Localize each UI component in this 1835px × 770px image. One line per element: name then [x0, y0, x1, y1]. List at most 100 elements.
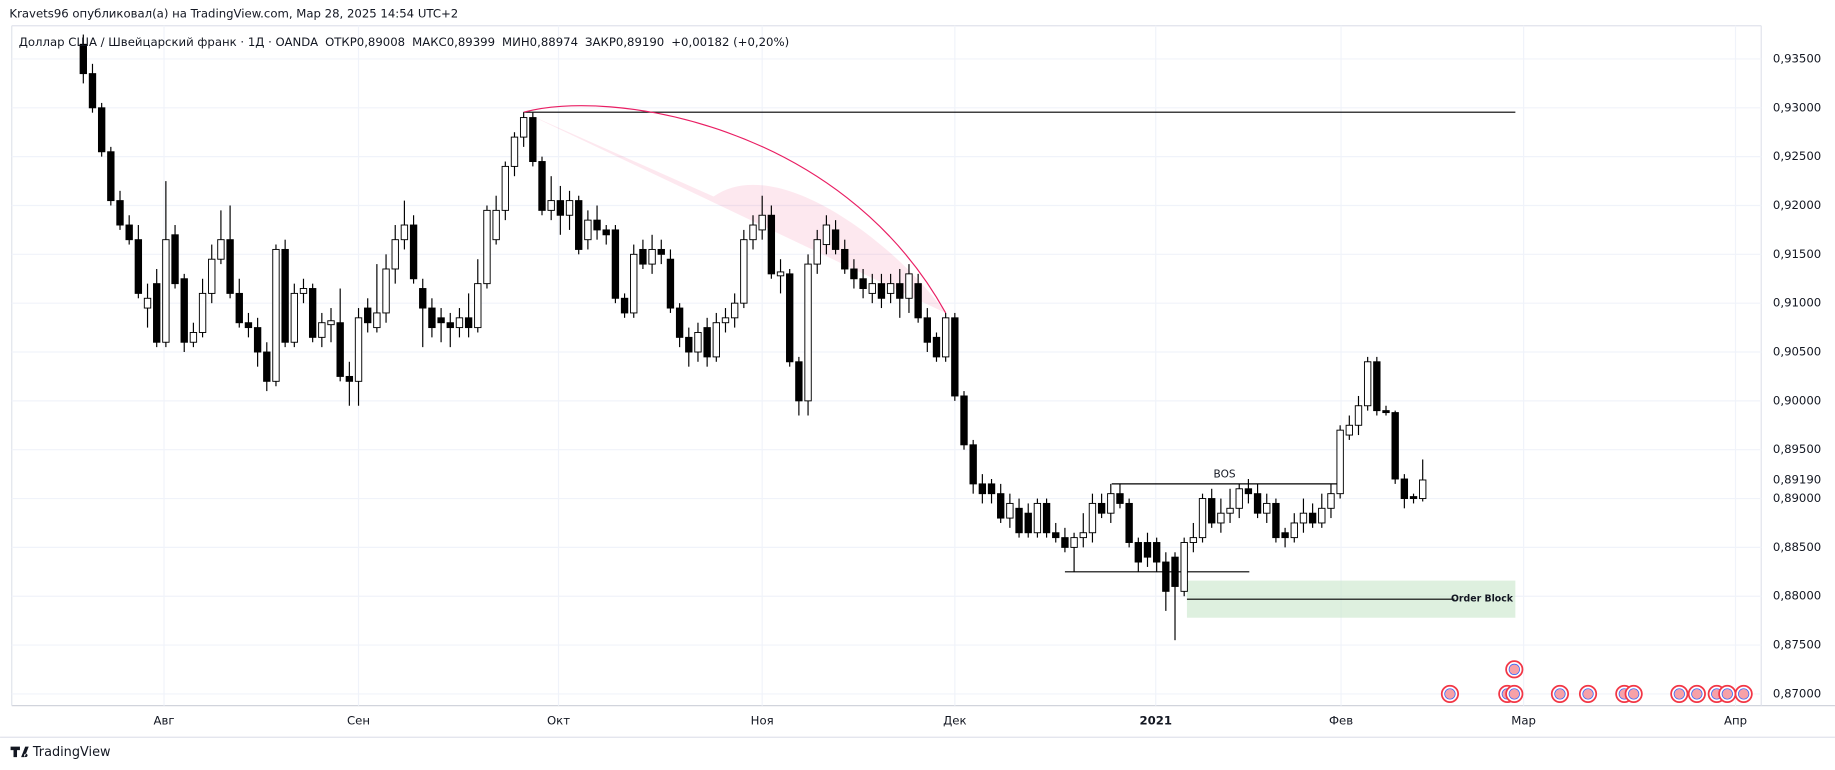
- candle-body: [1363, 361, 1372, 407]
- candle-body: [813, 239, 821, 265]
- candle-body: [1382, 410, 1390, 414]
- candle-body: [1143, 542, 1152, 558]
- candle-body: [547, 200, 555, 211]
- order-block-label: Order Block: [1451, 594, 1514, 605]
- y-tick-label: 0,92000: [1773, 198, 1821, 212]
- candle-body: [1373, 361, 1381, 412]
- legend-value: 0,88974: [530, 35, 578, 49]
- candle-body: [125, 224, 133, 241]
- candle-body: [749, 224, 757, 241]
- candle-body: [162, 239, 170, 343]
- candle-body: [419, 288, 427, 309]
- symbol-legend: Доллар США / Швейцарский франк · 1Д · OA…: [19, 35, 789, 49]
- candle-body: [630, 253, 638, 314]
- y-tick-label: 0,88000: [1773, 589, 1821, 603]
- candle-body: [1299, 512, 1308, 524]
- event-icon-inner: [1628, 688, 1640, 700]
- x-tick-label: Ноя: [751, 713, 774, 727]
- candle-body: [437, 317, 445, 324]
- candle-body: [510, 136, 519, 167]
- candle-body: [1345, 424, 1353, 436]
- candle-body: [318, 322, 326, 338]
- bos-label: BOS: [1214, 469, 1236, 481]
- candle-body: [272, 248, 280, 382]
- event-icon-inner: [1554, 688, 1566, 700]
- candle-body: [208, 258, 216, 294]
- legend-value: 0,89008: [357, 35, 405, 49]
- candle-body: [721, 317, 730, 324]
- candle-body: [1198, 498, 1207, 539]
- candle-body: [978, 483, 987, 495]
- candle-body: [400, 224, 409, 241]
- x-tick-label: Фев: [1329, 713, 1353, 727]
- candle-body: [1244, 488, 1253, 495]
- candle-body: [1217, 512, 1225, 524]
- candle-body: [666, 258, 675, 309]
- candle-body: [776, 271, 785, 277]
- candle-body: [97, 107, 106, 153]
- legend-label: ОТКР: [325, 35, 357, 49]
- candle-body: [409, 224, 418, 280]
- candle-body: [180, 278, 188, 343]
- candle-body: [758, 214, 766, 231]
- candle-body: [740, 239, 748, 304]
- candle-body: [1336, 429, 1344, 495]
- x-tick-label: Авг: [154, 713, 175, 727]
- candle-body: [1180, 542, 1188, 592]
- candle-body: [951, 317, 959, 397]
- candle-body: [226, 239, 234, 294]
- candle-body: [1024, 512, 1032, 534]
- candle-body: [1208, 498, 1216, 524]
- candle-body: [730, 302, 739, 319]
- candle-body: [1134, 542, 1142, 563]
- y-tick-label: 0,89500: [1773, 442, 1821, 456]
- candle-body: [1061, 537, 1069, 548]
- candle-body: [1107, 493, 1115, 514]
- candle-body: [153, 283, 161, 343]
- candle-body: [345, 375, 354, 382]
- candle-body: [1006, 502, 1014, 519]
- labels: Доллар США / Швейцарский франк · 1Д · OA…: [19, 35, 1821, 728]
- candle-body: [492, 209, 500, 241]
- x-tick-label: Апр: [1724, 713, 1747, 727]
- candle-body: [896, 283, 904, 299]
- candle-body: [685, 336, 693, 353]
- candle-body: [198, 292, 207, 333]
- drawings: Order Block BOS: [523, 105, 1516, 618]
- candle-body: [1052, 532, 1060, 539]
- candle-body: [235, 292, 243, 324]
- candle-body: [593, 219, 601, 231]
- candle-body: [575, 200, 583, 250]
- candle-body: [1263, 502, 1271, 514]
- candle-body: [859, 278, 867, 289]
- x-tick-label: Дек: [943, 713, 966, 727]
- candle-body: [804, 263, 812, 402]
- candle-body: [1419, 479, 1427, 500]
- candle-body: [675, 307, 684, 338]
- candle-body: [941, 317, 950, 358]
- candle-body: [1088, 502, 1097, 534]
- candle-body: [1189, 537, 1198, 543]
- last-price-label: 0,89190: [1773, 472, 1821, 486]
- y-tick-label: 0,90000: [1773, 393, 1821, 407]
- candle-body: [932, 336, 941, 358]
- candle-body: [1171, 556, 1179, 587]
- candle-body: [1079, 532, 1087, 539]
- event-icon-inner: [1444, 688, 1456, 700]
- legend-label: ЗАКР: [585, 35, 616, 49]
- legend-label: МИН: [502, 35, 530, 49]
- header: Kravets96 опубликовал(а) на TradingView.…: [9, 7, 458, 21]
- candle-body: [483, 209, 491, 285]
- candle-body: [79, 43, 87, 75]
- legend-change: +0,00182 (+0,20%): [671, 35, 789, 49]
- candle-body: [446, 322, 454, 329]
- candle-body: [1116, 493, 1124, 504]
- y-tick-label: 0,88500: [1773, 540, 1821, 554]
- event-icon-inner: [1508, 663, 1520, 675]
- candle-body: [1162, 561, 1170, 592]
- candle-body: [336, 322, 344, 377]
- candle-body: [529, 117, 537, 162]
- candle-body: [1318, 507, 1326, 524]
- event-icon-inner: [1673, 688, 1685, 700]
- candle-body: [1272, 502, 1280, 539]
